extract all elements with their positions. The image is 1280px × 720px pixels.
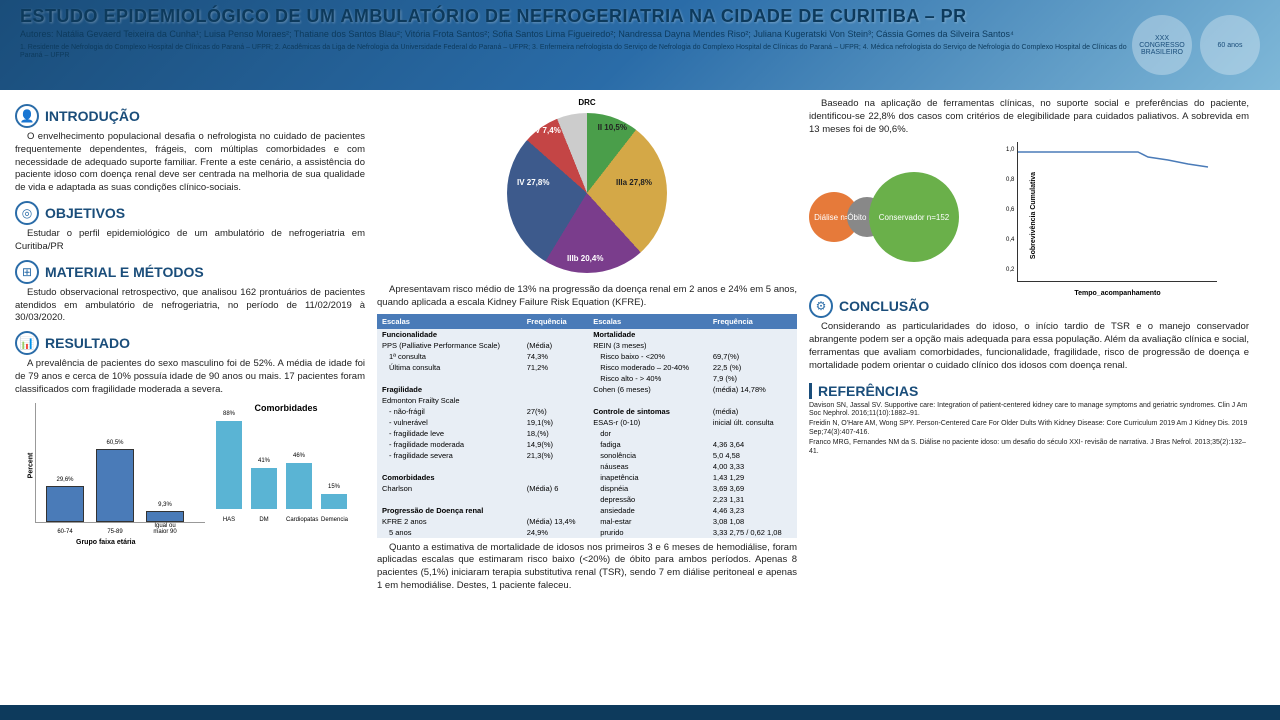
comorbid-chart: Comorbidades 88%HAS 41%DM 46%Cardiopatas…	[211, 403, 361, 523]
conc-title: CONCLUSÃO	[839, 298, 929, 314]
pie-chart: DRC II 10,5% IIIa 27,8% IIIb 20,4% IV 27…	[497, 98, 677, 278]
header: ESTUDO EPIDEMIOLÓGICO DE UM AMBULATÓRIO …	[0, 0, 1280, 90]
bar-val: 60,5%	[97, 440, 133, 446]
authors: Autores: Natália Gevaerd Teixeira da Cun…	[20, 29, 1132, 41]
th: Frequência	[708, 314, 797, 329]
intro-title: INTRODUÇÃO	[45, 108, 140, 124]
age-xlabel: Grupo faixa etária	[76, 539, 136, 546]
cbar-lab: HAS	[216, 517, 242, 523]
pie-lab: IIIa 27,8%	[616, 178, 652, 187]
bar-val: 9,3%	[147, 502, 183, 508]
gears-icon: ⚙	[809, 294, 833, 318]
obj-title: OBJETIVOS	[45, 205, 125, 221]
page-title: ESTUDO EPIDEMIOLÓGICO DE UM AMBULATÓRIO …	[20, 6, 1132, 27]
mat-text: Estudo observacional retrospectivo, que …	[15, 287, 365, 325]
pie-lab: IIIb 20,4%	[567, 254, 603, 263]
intro-text: O envelhecimento populacional desafia o …	[15, 131, 365, 195]
obj-text: Estudar o perfil epidemiológico de um am…	[15, 228, 365, 254]
cbar-lab: Demencia	[321, 517, 347, 523]
res-text: A prevalência de pacientes do sexo mascu…	[15, 358, 365, 396]
bar-lab: 75-89	[97, 529, 133, 535]
kfre-text: Apresentavam risco médio de 13% na progr…	[377, 284, 797, 310]
logos: XXX CONGRESSO BRASILEIRO 60 anos	[1132, 6, 1260, 84]
scales-table: EscalasFrequênciaEscalasFrequência Funci…	[377, 314, 797, 538]
surv-text: Baseado na aplicação de ferramentas clín…	[809, 98, 1249, 136]
chart-icon: 📊	[15, 331, 39, 355]
res-title: RESULTADO	[45, 335, 130, 351]
congress-logo: XXX CONGRESSO BRASILEIRO	[1132, 15, 1192, 75]
pie-title: DRC	[497, 98, 677, 107]
person-icon: 👤	[15, 104, 39, 128]
bar-val: 29,6%	[47, 477, 83, 483]
cbar-lab: DM	[251, 517, 277, 523]
pie-lab: V 7,4%	[535, 126, 561, 135]
ref-title: REFERÊNCIAS	[809, 383, 918, 399]
bar-lab: 60-74	[47, 529, 83, 535]
footer-bar	[0, 705, 1280, 720]
survival-chart: Sobrevivência Cumulativa Tempo_acompanha…	[987, 136, 1217, 288]
surv-xlabel: Tempo_acompanhamento	[1074, 290, 1160, 297]
th: Escalas	[377, 314, 522, 329]
ref1: Davison SN, Jassal SV. Supportive care: …	[809, 402, 1249, 419]
target-icon: ◎	[15, 201, 39, 225]
ref2: Freidin N, O'Hare AM, Wong SPY. Person-C…	[809, 420, 1249, 437]
cbar-lab: Cardiopatas	[286, 517, 312, 523]
pie-lab: II 10,5%	[598, 123, 627, 132]
conc-text: Considerando as particularidades do idos…	[809, 321, 1249, 372]
society-logo: 60 anos	[1200, 15, 1260, 75]
methods-icon: ⊞	[15, 260, 39, 284]
affiliations: 1. Residente de Nefrologia do Complexo H…	[20, 44, 1132, 61]
mat-title: MATERIAL E MÉTODOS	[45, 264, 204, 280]
ref3: Franco MRG, Fernandes NM da S. Diálise n…	[809, 439, 1249, 456]
age-ylabel: Percent	[27, 453, 34, 479]
th: Escalas	[588, 314, 708, 329]
pie-lab: IV 27,8%	[517, 178, 549, 187]
th: Frequência	[522, 314, 588, 329]
age-chart: Percent 29,6%60-74 60,5%75-89 9,3%Igual …	[15, 403, 205, 523]
bar-lab: Igual ou maior 90	[147, 523, 183, 535]
venn-conservador: Conservador n=152	[869, 172, 959, 262]
venn-diagram: Diálise n=8 Óbito n=15 Conservador n=152	[809, 167, 979, 257]
mort-text: Quanto a estimativa de mortalidade de id…	[377, 542, 797, 593]
